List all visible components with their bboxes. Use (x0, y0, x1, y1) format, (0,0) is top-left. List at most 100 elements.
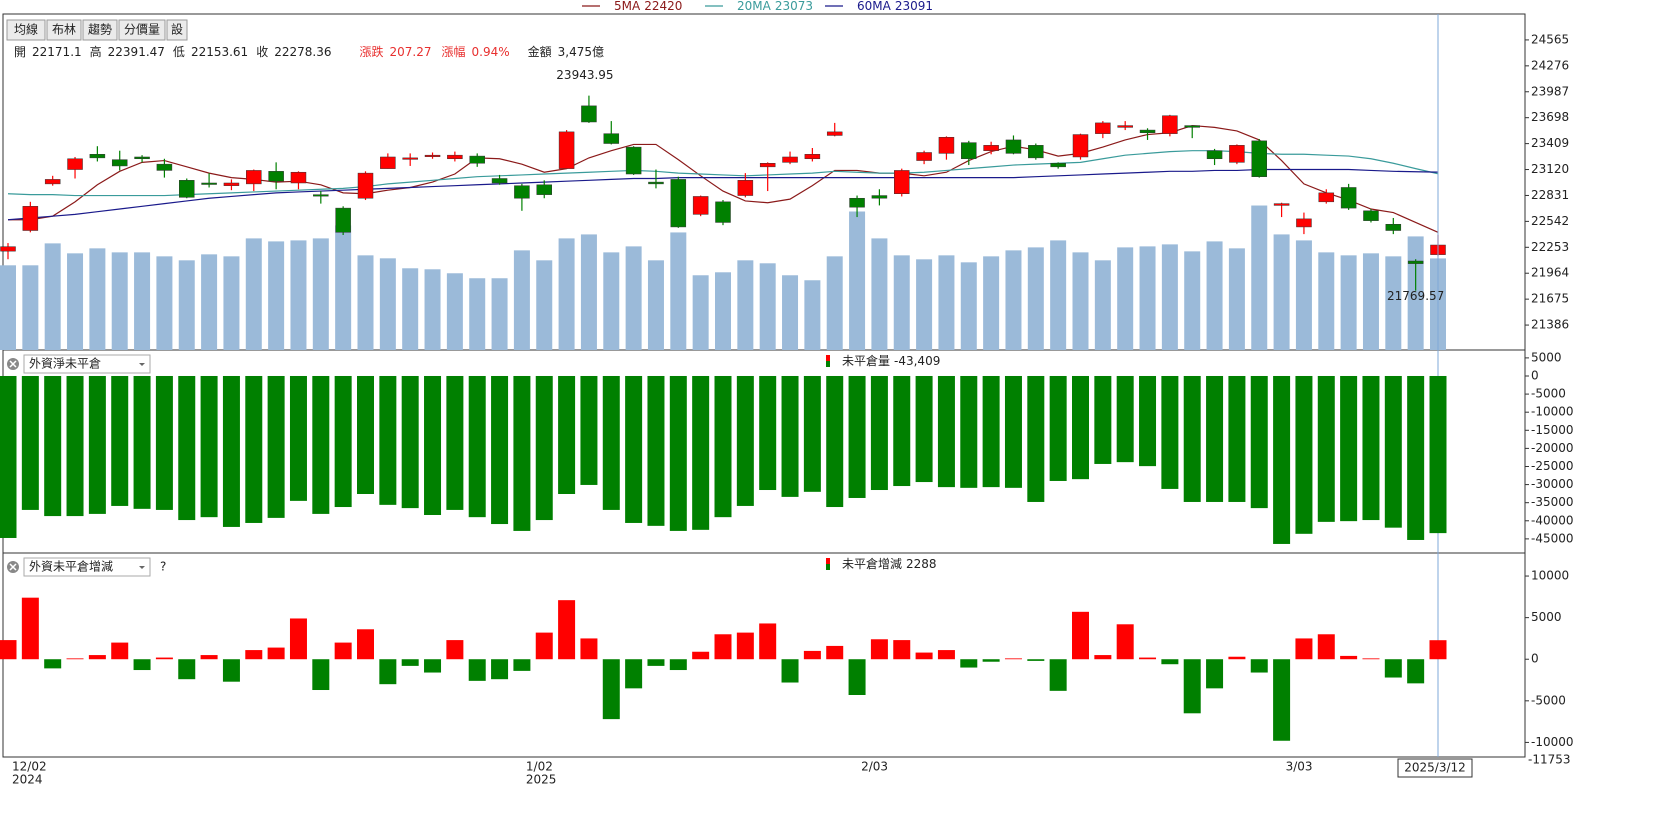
volume-bar (1206, 241, 1223, 350)
candle-body (1162, 115, 1178, 134)
bar (1317, 375, 1335, 522)
volume-bar (670, 232, 687, 350)
bar (0, 375, 17, 538)
volume-bar (1005, 250, 1022, 350)
bar (491, 659, 509, 680)
volume-bar (804, 280, 821, 350)
toolbar-button[interactable] (166, 19, 188, 41)
toolbar-button[interactable] (82, 19, 118, 41)
y-tick-label: 5000 (1531, 350, 1562, 364)
toolbar-label[interactable]: 布林 (52, 23, 76, 37)
bar (357, 375, 374, 494)
y-tick-label: 5000 (1531, 610, 1562, 624)
volume-bar (446, 273, 463, 350)
volume-bar (134, 252, 151, 350)
candle-body (223, 182, 240, 186)
y-tick-label: 0 (1531, 368, 1539, 382)
candle-body (447, 154, 463, 160)
legend-icon-down (826, 361, 830, 367)
y-tick-label: 22831 (1531, 188, 1569, 202)
help-icon[interactable]: ? (160, 560, 166, 574)
toolbar-label[interactable]: 分價量 (124, 23, 160, 37)
legend-name: 5MA (614, 0, 641, 13)
y-tick-label: -15000 (1531, 423, 1574, 437)
candle-body (737, 180, 754, 196)
bar (1094, 375, 1112, 464)
bar (937, 375, 955, 488)
candle-body (1117, 125, 1133, 128)
volume-bar (871, 238, 888, 350)
selector-label[interactable]: 外資淨未平倉 (29, 356, 101, 371)
selector-label[interactable]: 外資未平倉增減 (29, 559, 113, 574)
quote-info: 開 22171.1 高 22391.47 低 22153.61 收 22278.36 漲跌 207… (14, 44, 604, 59)
bar (826, 375, 844, 508)
bar (1295, 638, 1313, 660)
bar (1273, 375, 1291, 544)
volume-bar (290, 240, 307, 350)
bar (312, 375, 330, 514)
y-tick-label: -10000 (1531, 735, 1574, 749)
candle-body (246, 170, 262, 185)
ma-line (7, 168, 1439, 221)
bar (1340, 375, 1358, 522)
y-tick-label: 23698 (1531, 110, 1569, 124)
toolbar-button[interactable] (6, 19, 46, 41)
candle-body (1005, 139, 1022, 154)
candle-body (1139, 129, 1156, 134)
quote-value: 22171.1 (32, 45, 82, 59)
y-tick-label: 21386 (1531, 318, 1569, 332)
candle-body (156, 163, 173, 171)
bar (1072, 611, 1089, 660)
y-tick-label: 24565 (1531, 32, 1569, 46)
volume-bar (916, 259, 933, 350)
volume-bar (983, 256, 1000, 350)
volume-bar (580, 234, 597, 350)
volume-bar (759, 263, 776, 350)
selector-box[interactable] (23, 354, 151, 374)
bar (379, 659, 397, 685)
y-tick-label: 22542 (1531, 214, 1569, 228)
bar (870, 375, 888, 491)
toolbar-label[interactable]: 設 (171, 22, 183, 37)
cursor-date: 2025/3/12 (1404, 761, 1466, 775)
toolbar-label[interactable]: 趨勢 (88, 22, 112, 37)
bar (401, 375, 419, 509)
quote-label: 漲幅 (442, 44, 466, 59)
bar (1049, 375, 1067, 481)
bar (580, 375, 598, 485)
candle-body (44, 179, 61, 185)
selector-box[interactable] (23, 557, 151, 577)
volume-bar (647, 260, 664, 350)
bar (1384, 659, 1402, 678)
toolbar-label[interactable]: 均線 (14, 22, 38, 37)
bar (468, 375, 486, 518)
quote-value: 3,475億 (558, 45, 604, 59)
bar (222, 659, 240, 682)
candle-body (1273, 203, 1290, 206)
y-tick-label: -5000 (1531, 387, 1566, 401)
bar (1094, 655, 1112, 660)
volume-bar (1362, 253, 1379, 350)
volume-bar (1117, 247, 1134, 350)
selector-arrow (139, 363, 145, 366)
bar (1250, 659, 1268, 673)
y-tick-label: 10000 (1531, 569, 1569, 583)
candle-body (1028, 145, 1044, 159)
bar (535, 375, 553, 521)
low-label: 21769.57 (1387, 289, 1444, 303)
bar (647, 659, 665, 666)
legend-icon-up (826, 558, 830, 564)
ma-line (7, 150, 1439, 197)
bar (759, 623, 777, 660)
bar (1295, 375, 1313, 534)
toolbar-button[interactable] (46, 19, 82, 41)
legend-entry: 60MA 23091 (857, 0, 933, 13)
candle-body (469, 155, 485, 164)
bar (1362, 658, 1380, 660)
candle-body (1229, 145, 1245, 163)
volume-bar (513, 250, 530, 350)
bar (133, 375, 151, 509)
bar (1139, 657, 1157, 660)
volume-bar (938, 255, 955, 350)
toolbar-button[interactable] (118, 19, 166, 41)
